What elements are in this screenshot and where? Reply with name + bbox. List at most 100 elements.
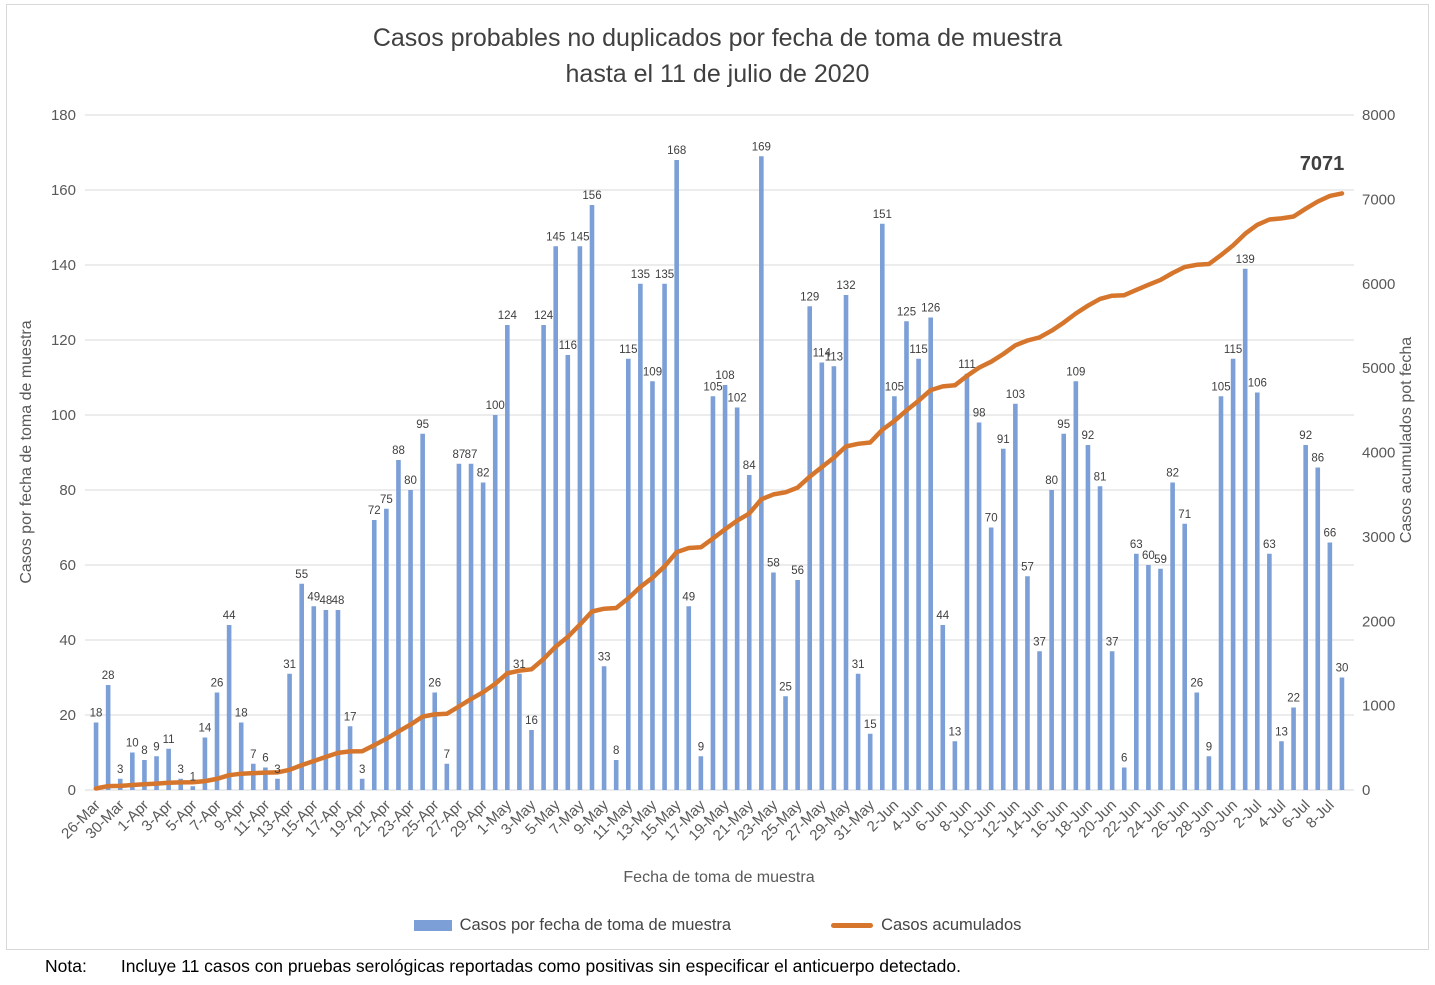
bar-value-label: 22: [1287, 693, 1300, 705]
bar-value-label: 75: [380, 494, 393, 506]
bar-value-label: 95: [1057, 419, 1070, 431]
x-axis-tick-label: 8-Jul: [1303, 797, 1338, 832]
bar-value-label: 63: [1130, 539, 1143, 551]
bar-value-label: 100: [486, 400, 505, 412]
bar-value-label: 87: [453, 449, 466, 461]
bar: [976, 422, 982, 790]
bar: [444, 763, 450, 790]
bar: [275, 778, 280, 790]
bar-value-label: 59: [1154, 554, 1167, 566]
bar-value-label: 49: [682, 591, 695, 603]
bar: [565, 355, 571, 790]
left-axis-tick-label: 120: [51, 332, 76, 349]
bar: [1242, 268, 1248, 790]
bar: [359, 778, 365, 790]
bar-value-label: 145: [570, 231, 589, 243]
bar-value-label: 13: [949, 726, 962, 738]
bar-value-label: 13: [1275, 726, 1288, 738]
bar: [698, 756, 704, 790]
bar: [1315, 467, 1321, 790]
bar: [940, 625, 946, 790]
bar: [456, 463, 462, 790]
bar-value-label: 7: [444, 749, 450, 761]
bar-value-label: 168: [667, 145, 686, 157]
bar-value-label: 105: [1211, 381, 1230, 393]
bar: [1049, 490, 1054, 790]
bar-value-label: 8: [141, 745, 147, 757]
bar-value-label: 82: [477, 468, 490, 480]
bar-value-label: 10: [126, 738, 139, 750]
bar-value-label: 3: [274, 764, 280, 776]
right-axis-tick-label: 0: [1362, 782, 1370, 799]
bar: [613, 760, 619, 790]
footnote-text: Incluye 11 casos con pruebas serológicas…: [120, 956, 961, 976]
bar: [202, 737, 208, 790]
bar: [1085, 445, 1091, 790]
bar: [166, 748, 171, 790]
bar: [396, 460, 401, 790]
bar: [1327, 542, 1333, 790]
bar: [226, 625, 232, 790]
bar: [505, 325, 510, 790]
bar: [432, 692, 438, 790]
bar: [589, 205, 595, 790]
bar-value-label: 44: [936, 610, 949, 622]
bar: [1109, 651, 1115, 790]
bar-value-label: 72: [368, 505, 381, 517]
bar: [601, 666, 607, 790]
bar: [1339, 677, 1345, 790]
bar-value-label: 17: [344, 711, 357, 723]
bar: [1158, 568, 1163, 790]
legend-item-line: Casos acumulados: [831, 916, 1021, 935]
bar-value-label: 114: [813, 348, 832, 360]
bar: [371, 520, 377, 790]
bar: [1291, 707, 1296, 790]
bar: [988, 527, 994, 790]
bar-value-label: 48: [332, 595, 345, 607]
bar-value-label: 25: [779, 681, 792, 693]
bar: [553, 246, 558, 790]
bar-value-label: 124: [534, 310, 554, 322]
bar: [347, 726, 353, 790]
right-axis-tick-label: 5000: [1362, 360, 1395, 377]
line-series-swatch-icon: [831, 923, 874, 928]
bar-value-label: 63: [1263, 539, 1276, 551]
bar: [420, 433, 425, 790]
bar-value-label: 18: [90, 708, 103, 720]
plot-area: 0204060801001201401601800100020003000400…: [51, 107, 1395, 844]
bar: [783, 696, 788, 790]
bar-value-label: 113: [825, 351, 843, 363]
bar: [1218, 396, 1224, 790]
bar-value-label: 37: [1106, 636, 1119, 648]
bar: [251, 763, 256, 790]
bar: [541, 325, 546, 790]
bar-value-label: 102: [728, 393, 747, 405]
bar-value-label: 57: [1021, 561, 1034, 573]
bar: [1206, 756, 1212, 790]
bar: [710, 396, 716, 790]
bar-value-label: 66: [1324, 528, 1337, 540]
bar: [1170, 482, 1175, 790]
bar-value-label: 105: [703, 381, 722, 393]
right-axis-tick-label: 7000: [1362, 191, 1395, 208]
chart-title-line1: Casos probables no duplicados por fecha …: [372, 24, 1063, 52]
bar: [1194, 692, 1200, 790]
bar: [1073, 381, 1079, 790]
bar-value-label: 9: [698, 741, 704, 753]
bar-value-label: 156: [582, 190, 601, 202]
right-axis-tick-label: 8000: [1362, 107, 1395, 124]
bar: [299, 583, 304, 790]
left-axis-tick-label: 180: [51, 107, 76, 124]
bar-value-label: 92: [1082, 430, 1095, 442]
bar: [190, 786, 196, 790]
bar: [154, 756, 159, 790]
right-axis-tick-label: 4000: [1362, 445, 1395, 462]
bar: [831, 366, 837, 790]
bar-value-label: 126: [921, 303, 940, 315]
bar-value-label: 88: [392, 445, 405, 457]
bar-value-label: 18: [235, 708, 248, 720]
bar: [1061, 433, 1067, 790]
bar: [214, 692, 220, 790]
final-cumulative-label: 7071: [1299, 153, 1345, 175]
bar: [686, 606, 692, 790]
